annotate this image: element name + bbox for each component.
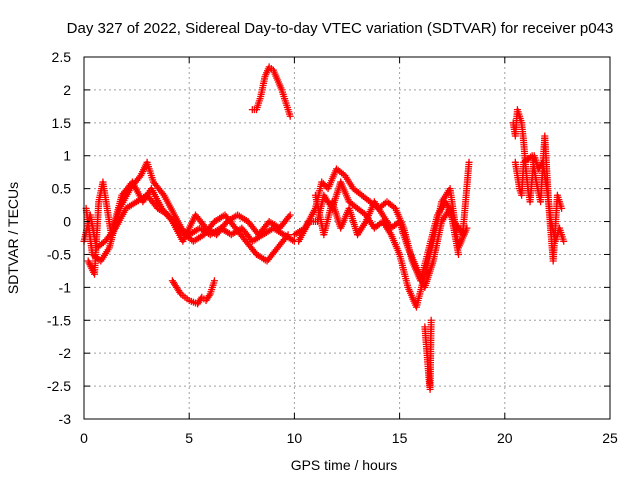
data-point bbox=[465, 158, 473, 166]
data-point bbox=[205, 292, 213, 300]
y-tick-label: -3 bbox=[59, 411, 72, 427]
data-point bbox=[455, 250, 463, 258]
data-point bbox=[560, 237, 568, 245]
x-tick-label: 15 bbox=[392, 430, 408, 446]
y-tick-label: -2 bbox=[59, 345, 72, 361]
y-axis-tick-labels: 2.5 2 1.5 1 0.5 0 -0.5 -1 -1.5 -2 -2.5 -3 bbox=[47, 49, 71, 427]
series-track-c bbox=[84, 178, 294, 278]
y-tick-label: -0.5 bbox=[47, 246, 71, 262]
data-point bbox=[167, 216, 175, 224]
data-point bbox=[286, 112, 294, 120]
y-tick-label: 0 bbox=[63, 214, 71, 230]
x-axis-label: GPS time / hours bbox=[291, 457, 398, 473]
data-point bbox=[321, 181, 329, 189]
x-tick-label: 25 bbox=[602, 430, 618, 446]
data-point bbox=[176, 288, 184, 296]
x-tick-label: 10 bbox=[287, 430, 303, 446]
axis-ticks bbox=[83, 56, 611, 420]
data-point bbox=[135, 173, 143, 181]
y-tick-label: -1.5 bbox=[47, 312, 71, 328]
data-point bbox=[427, 316, 435, 324]
y-tick-label: 1 bbox=[63, 148, 71, 164]
data-point bbox=[285, 213, 293, 221]
data-point bbox=[210, 277, 218, 285]
x-tick-label: 5 bbox=[185, 430, 193, 446]
data-point bbox=[286, 211, 294, 219]
y-tick-label: 2.5 bbox=[52, 49, 72, 65]
data-point bbox=[284, 231, 292, 239]
y-tick-label: -1 bbox=[59, 279, 72, 295]
y-tick-label: 2 bbox=[63, 82, 71, 98]
data-point bbox=[319, 180, 327, 188]
data-point bbox=[558, 204, 566, 212]
series-track-h bbox=[311, 191, 463, 291]
y-tick-label: 0.5 bbox=[52, 181, 72, 197]
data-point bbox=[159, 190, 167, 198]
y-tick-label: 1.5 bbox=[52, 115, 72, 131]
data-point bbox=[463, 224, 471, 232]
series-track-e bbox=[248, 63, 294, 120]
series-track-d bbox=[168, 277, 218, 308]
y-axis-label: SDTVAR / TECUs bbox=[5, 182, 21, 294]
grid-lines bbox=[84, 57, 610, 419]
data-point bbox=[318, 178, 326, 186]
data-points bbox=[80, 63, 568, 393]
series-track-b bbox=[82, 158, 292, 265]
series-track-k bbox=[511, 132, 566, 265]
x-tick-label: 0 bbox=[80, 430, 88, 446]
series-track-g bbox=[295, 178, 471, 311]
chart-title: Day 327 of 2022, Sidereal Day-to-day VTE… bbox=[67, 20, 614, 37]
data-point bbox=[283, 232, 291, 240]
x-axis-tick-labels: 0 5 10 15 20 25 bbox=[80, 430, 618, 446]
plot-frame bbox=[83, 56, 611, 420]
series-track-i bbox=[421, 316, 435, 393]
y-tick-label: -2.5 bbox=[47, 378, 71, 394]
x-tick-label: 20 bbox=[497, 430, 513, 446]
